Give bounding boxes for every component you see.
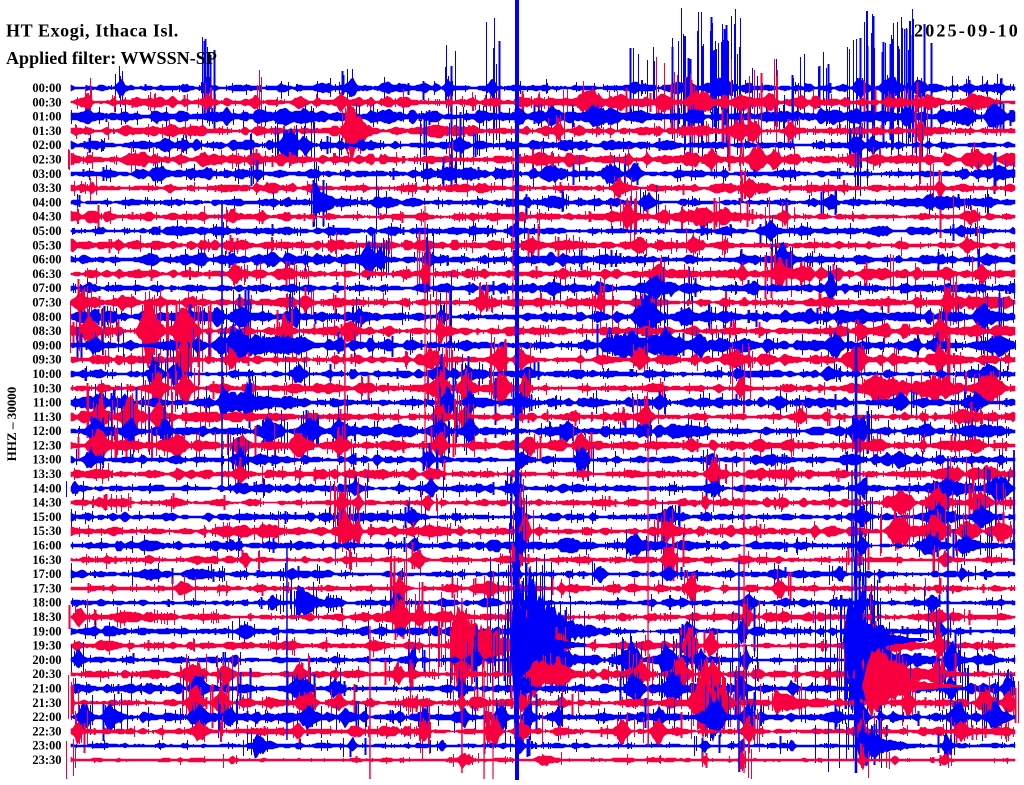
svg-text:03:30: 03:30 [32, 181, 61, 195]
svg-text:15:30: 15:30 [32, 524, 61, 538]
svg-text:23:00: 23:00 [32, 739, 61, 753]
svg-text:18:00: 18:00 [32, 596, 61, 610]
svg-text:17:00: 17:00 [32, 567, 61, 581]
svg-text:15:00: 15:00 [32, 510, 61, 524]
svg-text:23:30: 23:30 [32, 753, 61, 767]
svg-text:08:00: 08:00 [32, 310, 61, 324]
svg-text:08:30: 08:30 [32, 324, 61, 338]
svg-text:09:00: 09:00 [32, 338, 61, 352]
svg-text:17:30: 17:30 [32, 581, 61, 595]
svg-text:16:30: 16:30 [32, 553, 61, 567]
svg-text:05:30: 05:30 [32, 238, 61, 252]
svg-text:13:00: 13:00 [32, 453, 61, 467]
svg-text:14:00: 14:00 [32, 481, 61, 495]
svg-text:18:30: 18:30 [32, 610, 61, 624]
svg-text:06:30: 06:30 [32, 267, 61, 281]
svg-text:20:00: 20:00 [32, 653, 61, 667]
svg-text:07:00: 07:00 [32, 281, 61, 295]
svg-text:04:30: 04:30 [32, 210, 61, 224]
svg-text:00:30: 00:30 [32, 95, 61, 109]
svg-text:21:00: 21:00 [32, 682, 61, 696]
svg-text:12:00: 12:00 [32, 424, 61, 438]
svg-text:2025-09-10: 2025-09-10 [914, 21, 1020, 41]
svg-text:22:30: 22:30 [32, 724, 61, 738]
svg-text:04:00: 04:00 [32, 195, 61, 209]
svg-text:19:00: 19:00 [32, 624, 61, 638]
svg-text:Applied filter: WWSSN-SP: Applied filter: WWSSN-SP [6, 48, 217, 68]
svg-text:09:30: 09:30 [32, 353, 61, 367]
svg-text:01:30: 01:30 [32, 124, 61, 138]
svg-text:05:00: 05:00 [32, 224, 61, 238]
svg-text:00:00: 00:00 [32, 81, 61, 95]
svg-text:10:00: 10:00 [32, 367, 61, 381]
svg-text:07:30: 07:30 [32, 296, 61, 310]
svg-text:22:00: 22:00 [32, 710, 61, 724]
svg-text:HHZ – 30000: HHZ – 30000 [4, 387, 19, 461]
svg-text:13:30: 13:30 [32, 467, 61, 481]
svg-text:14:30: 14:30 [32, 496, 61, 510]
svg-text:06:00: 06:00 [32, 253, 61, 267]
svg-text:20:30: 20:30 [32, 667, 61, 681]
svg-text:02:30: 02:30 [32, 153, 61, 167]
svg-text:02:00: 02:00 [32, 138, 61, 152]
svg-text:19:30: 19:30 [32, 639, 61, 653]
svg-text:HT Exogi, Ithaca Isl.: HT Exogi, Ithaca Isl. [6, 21, 179, 41]
svg-text:10:30: 10:30 [32, 381, 61, 395]
svg-text:11:00: 11:00 [33, 396, 61, 410]
svg-text:12:30: 12:30 [32, 438, 61, 452]
svg-text:21:30: 21:30 [32, 696, 61, 710]
svg-text:03:00: 03:00 [32, 167, 61, 181]
svg-text:01:00: 01:00 [32, 110, 61, 124]
svg-text:11:30: 11:30 [33, 410, 61, 424]
svg-text:16:00: 16:00 [32, 539, 61, 553]
